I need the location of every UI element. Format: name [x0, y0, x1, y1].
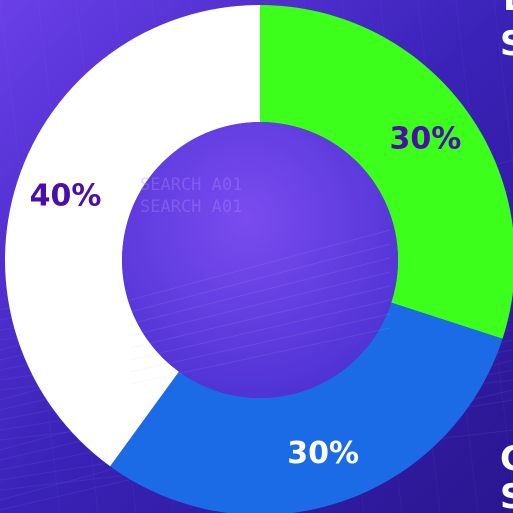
donut-slices	[5, 5, 513, 513]
hole-mesh-line	[129, 271, 391, 337]
hole-mesh-line	[129, 327, 391, 385]
pie-slice-1	[260, 5, 513, 339]
edge-text-3: C	[500, 439, 513, 479]
hole-mesh-line	[129, 299, 391, 361]
donut-hole	[122, 122, 398, 398]
mesh-line	[493, 0, 513, 167]
pie-slice-3	[5, 5, 260, 467]
hud-text-2: SEARCH A01	[140, 197, 242, 217]
edge-text-4: S	[500, 477, 513, 513]
hud-text-1: SEARCH A01	[140, 175, 242, 195]
hole-mesh-line	[129, 229, 391, 301]
hole-mesh-line	[129, 257, 391, 325]
hole-mesh-line	[129, 285, 391, 349]
slice-label-3: 40%	[30, 178, 102, 213]
edge-text-1: E	[503, 0, 513, 19]
hole-mesh-line	[129, 243, 391, 313]
slice-label-2: 30%	[287, 436, 359, 471]
slice-label-1: 30%	[390, 121, 462, 156]
pie-slice-2	[110, 302, 503, 513]
hole-mesh-line	[129, 313, 391, 373]
edge-text-2: S	[500, 24, 513, 64]
hole-mesh	[129, 229, 391, 385]
slice-labels: 30% 30% 40%	[30, 121, 462, 471]
